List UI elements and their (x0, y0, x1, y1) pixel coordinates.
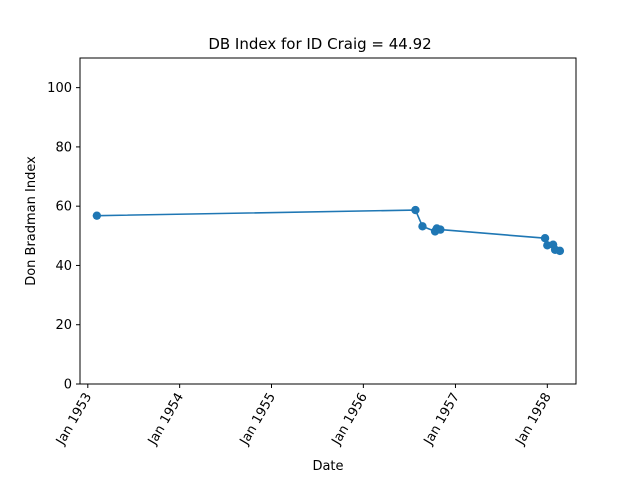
x-tick-label: Jan 1955 (237, 391, 279, 449)
data-point (436, 225, 445, 234)
series-line (96, 209, 561, 252)
x-tick-label: Jan 1953 (53, 391, 95, 449)
y-tick-label: 60 (55, 200, 72, 215)
y-tick-label: 100 (47, 81, 72, 96)
data-point (418, 222, 427, 231)
x-tick-label: Jan 1954 (145, 391, 187, 449)
x-tick-label: Jan 1957 (421, 391, 463, 449)
data-point (411, 205, 420, 215)
y-tick-label: 20 (55, 318, 72, 333)
x-tick-label: Jan 1958 (513, 391, 555, 449)
y-tick-label: 0 (64, 378, 72, 393)
y-tick-label: 80 (55, 140, 72, 155)
x-tick-label: Jan 1956 (329, 391, 371, 449)
data-point (555, 246, 565, 256)
plot-frame (79, 57, 577, 385)
data-point (540, 233, 550, 243)
y-tick-label: 40 (55, 259, 72, 274)
y-axis-label: Don Bradman Index (24, 156, 39, 286)
x-axis-label: Date (312, 459, 343, 474)
chart-title: DB Index for ID Craig = 44.92 (208, 35, 431, 53)
plot-area: 0 20 40 60 80 100 Jan 1953 Jan 1954 Jan 1955 Jan … (47, 57, 577, 449)
data-point (92, 211, 102, 220)
